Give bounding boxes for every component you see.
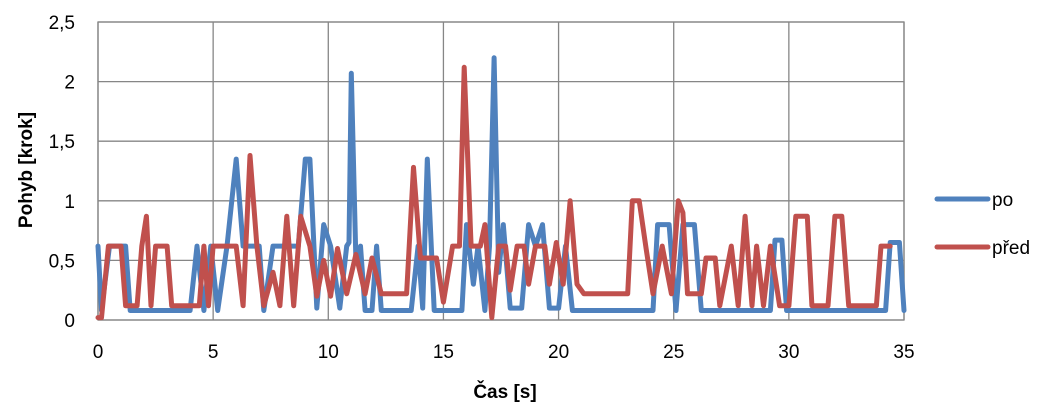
series-line-po [95, 55, 907, 313]
x-axis-title: Čas [s] [473, 381, 536, 403]
y-axis-title: Pohyb [krok] [16, 112, 37, 228]
x-tick-label: 25 [663, 342, 684, 363]
x-tick-label: 30 [778, 342, 799, 363]
legend-label-pred: před [992, 238, 1030, 259]
y-tick-label: 0,5 [49, 251, 75, 272]
y-tick-label: 1,5 [49, 132, 75, 153]
series-line-pred [95, 64, 893, 321]
y-tick-label: 1 [64, 192, 75, 213]
x-tick-label: 5 [208, 342, 219, 363]
x-tick-label: 35 [893, 342, 914, 363]
legend-label-po: po [992, 190, 1013, 211]
y-tick-label: 2 [64, 73, 75, 94]
y-tick-label: 2,5 [49, 13, 75, 34]
y-tick-label: 0 [64, 311, 75, 332]
x-tick-label: 20 [548, 342, 569, 363]
x-tick-label: 10 [318, 342, 339, 363]
legend: po před [934, 190, 1030, 259]
plot-area-border [97, 21, 905, 321]
x-tick-label: 15 [433, 342, 454, 363]
series-lines [95, 55, 907, 321]
tick-labels: 0 0,5 1 1,5 2 2,5 0 5 10 15 20 25 30 35 [49, 13, 915, 363]
x-tick-label: 0 [93, 342, 104, 363]
